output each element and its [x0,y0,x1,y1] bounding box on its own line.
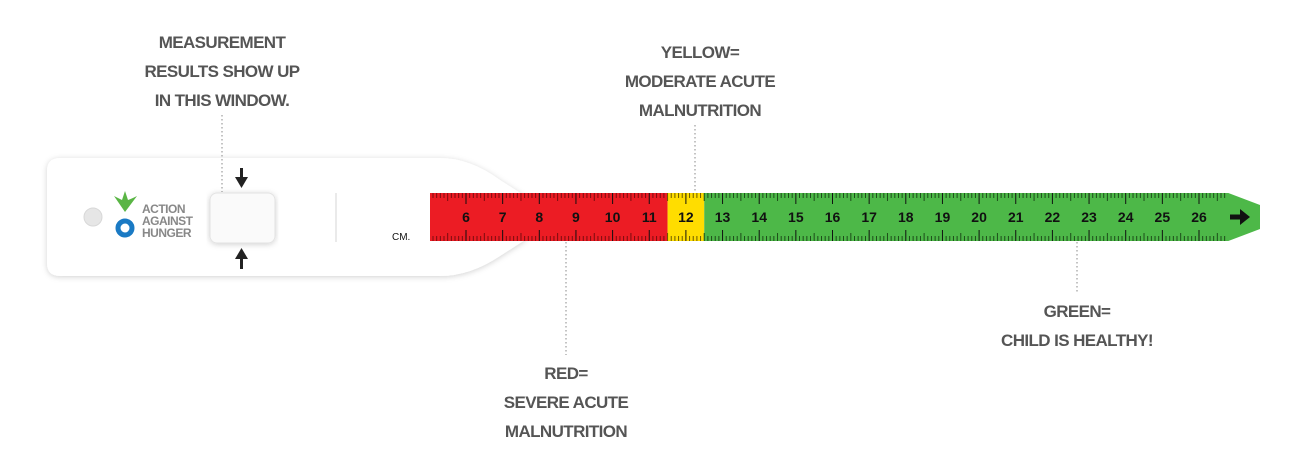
strip-hole [83,207,103,227]
zone-green [704,193,1260,241]
tape-number-8: 8 [535,209,543,225]
leader-lines [221,115,1078,355]
tape-number-15: 15 [788,209,804,225]
unit-label: CM. [392,232,410,243]
tape-number-23: 23 [1081,209,1097,225]
arrow-down-icon [235,168,248,188]
tape-number-26: 26 [1191,209,1207,225]
leaf-icon [114,191,137,212]
tape-number-16: 16 [825,209,841,225]
logo-text-2: AGAINST [142,214,194,228]
tape-number-10: 10 [605,209,621,225]
tape-scale: 6 7 8 9 10 11 12 13 14 15 16 17 18 19 20 21 22 23 24 25 26 [430,193,1260,241]
tape-number-21: 21 [1008,209,1024,225]
yellow-note-line3: MALNUTRITION [639,101,761,120]
tape-number-12: 12 [678,209,694,225]
tape-number-20: 20 [971,209,987,225]
window-note-line1: MEASUREMENT [159,33,287,52]
window-note-line3: IN THIS WINDOW. [155,91,290,110]
yellow-note-line1: YELLOW= [661,43,740,62]
yellow-note-line2: MODERATE ACUTE [625,72,776,91]
logo-text-1: ACTION [142,202,185,216]
tape-strip-body [47,158,525,276]
red-note-line1: RED= [544,364,588,383]
logo-text-3: HUNGER [142,226,192,240]
result-window [209,192,276,244]
green-note-line1: GREEN= [1044,302,1111,321]
tape-number-24: 24 [1118,209,1134,225]
tape-number-19: 19 [935,209,951,225]
tape-number-11: 11 [642,209,657,225]
action-against-hunger-logo: ACTION AGAINST HUNGER [114,191,194,240]
window-note-line2: RESULTS SHOW UP [144,62,299,81]
red-note-line2: SEVERE ACUTE [504,393,629,412]
red-note-line3: MALNUTRITION [505,422,627,441]
ring-icon [115,218,135,238]
zone-red [430,193,668,241]
tape-number-18: 18 [898,209,914,225]
tape-number-9: 9 [572,209,580,225]
tape-number-22: 22 [1045,209,1061,225]
tape-number-13: 13 [715,209,731,225]
green-note-line2: CHILD IS HEALTHY! [1001,331,1153,350]
tape-number-6: 6 [462,209,470,225]
tape-number-17: 17 [861,209,877,225]
tape-number-14: 14 [751,209,767,225]
arrow-up-icon [235,248,248,269]
tape-number-25: 25 [1155,209,1171,225]
tape-number-7: 7 [499,209,507,225]
arrow-right-icon [1230,209,1250,225]
